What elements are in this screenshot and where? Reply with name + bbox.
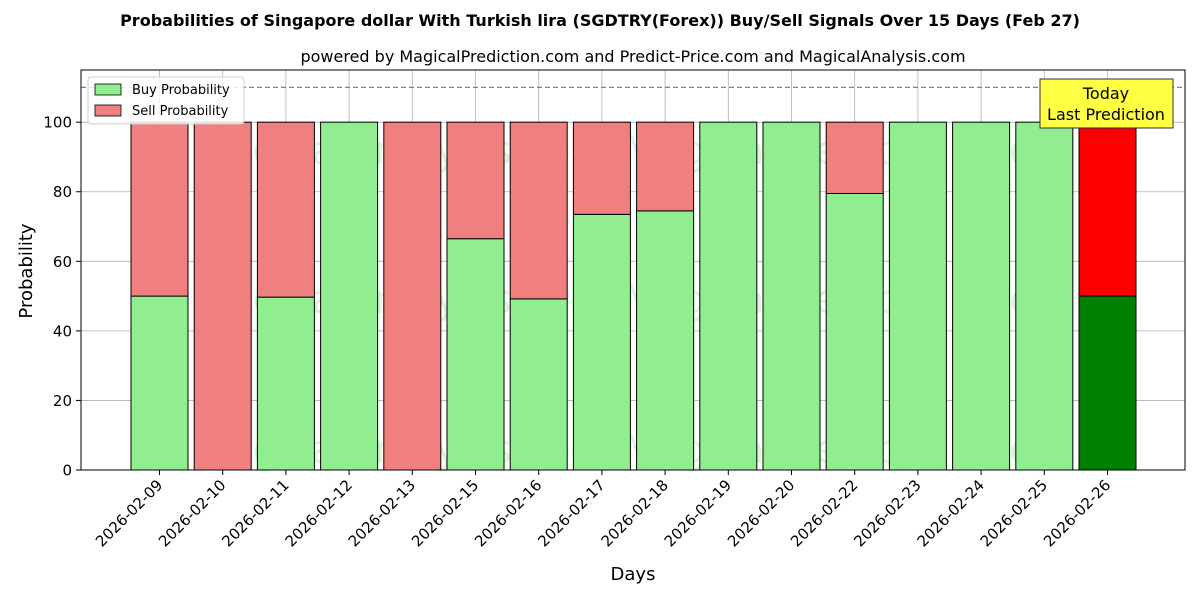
x-tick-label: 2026-02-15: [408, 476, 482, 550]
y-tick-label: 60: [53, 253, 72, 271]
bar-sell-2026-02-11: [256, 121, 315, 298]
annotation-line2: Last Prediction: [1047, 105, 1165, 124]
annotation-box: [1039, 78, 1174, 129]
plot-frame: [80, 69, 1186, 471]
today-annotation: Today Last Prediction: [1039, 78, 1174, 129]
x-tick-label: 2026-02-16: [471, 476, 545, 550]
y-tick-label: 20: [53, 392, 72, 410]
y-axis: 0 20 40 60 80 100: [43, 114, 81, 480]
bar-buy-2026-02-12: [320, 121, 379, 471]
legend: Buy Probability Sell Probability: [87, 76, 245, 125]
y-tick-label: 40: [53, 322, 72, 340]
x-tick-label: 2026-02-11: [218, 476, 292, 550]
x-tick-label: 2026-02-09: [92, 476, 166, 550]
legend-label-buy: Buy Probability: [132, 83, 230, 98]
x-tick-label: 2026-02-22: [787, 476, 861, 550]
legend-swatch-sell: [94, 104, 122, 117]
bar-buy-2026-02-25: [1015, 121, 1074, 471]
y-axis-label: Probability: [16, 223, 37, 318]
chart-title: Probabilities of Singapore dollar With T…: [120, 11, 1080, 30]
bar-sell-2026-02-16: [509, 121, 568, 300]
bar-buy-2026-02-24: [952, 121, 1011, 471]
chart-subtitle: powered by MagicalPrediction.com and Pre…: [300, 47, 965, 66]
bar-sell-2026-02-13: [383, 121, 442, 471]
bar-buy-2026-02-20: [762, 121, 821, 471]
bar-sell-2026-02-18: [636, 121, 695, 212]
bar-sell-2026-02-10: [193, 121, 252, 471]
bar-sell-2026-02-09: [130, 121, 189, 297]
y-tick-label: 0: [62, 462, 72, 480]
bars: [130, 121, 1137, 471]
bar-buy-2026-02-17: [572, 213, 631, 471]
x-tick-label: 2026-02-23: [850, 476, 924, 550]
bar-buy-2026-02-16: [509, 298, 568, 471]
legend-label-sell: Sell Probability: [132, 104, 229, 119]
x-tick-label: 2026-02-24: [914, 476, 988, 550]
bar-buy-2026-02-23: [888, 121, 947, 471]
y-tick-label: 100: [43, 114, 72, 132]
x-tick-label: 2026-02-20: [724, 476, 798, 550]
bar-buy-2026-02-19: [699, 121, 758, 471]
x-tick-label: 2026-02-18: [598, 476, 672, 550]
bar-sell-2026-02-17: [572, 121, 631, 215]
bar-buy-2026-02-18: [636, 210, 695, 471]
bar-buy-2026-02-15: [446, 238, 505, 471]
bar-buy-2026-02-11: [256, 296, 315, 471]
bar-buy-2026-02-22: [825, 192, 884, 471]
x-tick-label: 2026-02-19: [661, 476, 735, 550]
legend-swatch-buy: [94, 83, 122, 96]
x-tick-label: 2026-02-13: [345, 476, 419, 550]
x-tick-label: 2026-02-10: [155, 476, 229, 550]
x-tick-label: 2026-02-26: [1040, 476, 1114, 550]
x-axis: 2026-02-092026-02-102026-02-112026-02-12…: [92, 470, 1114, 550]
x-axis-label: Days: [611, 564, 656, 585]
bar-buy-2026-02-09: [130, 295, 189, 471]
x-tick-label: 2026-02-12: [282, 476, 356, 550]
bar-buy-2026-02-26: [1078, 295, 1137, 471]
bar-sell-2026-02-22: [825, 121, 884, 194]
annotation-line1: Today: [1082, 84, 1129, 103]
legend-frame: [87, 76, 245, 125]
bar-sell-2026-02-26: [1078, 121, 1137, 297]
bar-sell-2026-02-15: [446, 121, 505, 240]
x-tick-label: 2026-02-17: [534, 476, 608, 550]
y-tick-label: 80: [53, 183, 72, 201]
x-tick-label: 2026-02-25: [977, 476, 1051, 550]
